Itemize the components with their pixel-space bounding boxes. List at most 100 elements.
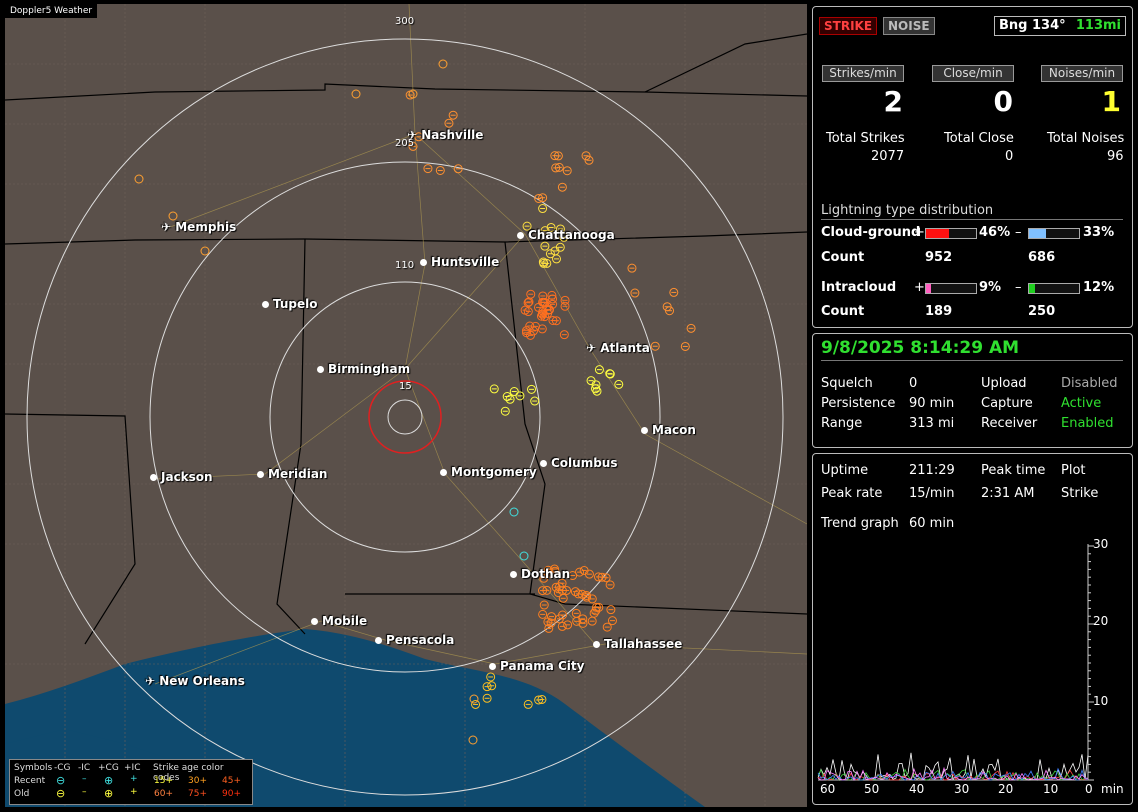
total-noises: 96 — [1107, 149, 1124, 164]
cg-pos-bar — [925, 228, 977, 239]
trend-graph-label: Trend graph — [821, 516, 899, 531]
city-pensacola: Pensacola — [375, 633, 454, 647]
legend-old-neg-cg-icon: ⊖ — [56, 787, 66, 800]
city-dot-icon — [420, 255, 431, 269]
city-name: New Orleans — [159, 674, 245, 688]
airport-icon: ✈ — [145, 674, 160, 688]
city-atlanta: ✈ Atlanta — [586, 341, 650, 355]
city-dot-icon — [440, 465, 451, 479]
close-per-min-label: Close/min — [932, 65, 1014, 82]
trend-x-tick-50: 50 — [864, 782, 880, 796]
city-dot-icon — [517, 228, 528, 242]
city-name: Atlanta — [600, 341, 650, 355]
strikes-per-min: 2 — [883, 85, 903, 118]
trend-x-tick-40: 40 — [909, 782, 925, 796]
strike-button[interactable]: STRIKE — [819, 17, 878, 35]
trend-y-tick-10: 10 — [1093, 694, 1109, 708]
distribution-divider — [821, 219, 1123, 220]
trend-panel: Uptime 211:29 Peak time Plot Peak rate 1… — [812, 453, 1133, 805]
cg-pos-count: 952 — [925, 250, 953, 265]
legend-col-pos-cg: +CG — [98, 763, 119, 773]
cg-pos-pct: 46% — [979, 225, 1011, 240]
total-close-label: Total Close — [944, 131, 1014, 146]
map-drawing — [5, 4, 807, 807]
info-panel: 9/8/2025 8:14:29 AM Squelch 0 Upload Dis… — [812, 333, 1133, 448]
city-name: Dothan — [521, 567, 571, 581]
city-dot-icon — [489, 659, 500, 673]
ic-count-label: Count — [821, 304, 865, 319]
legend-col-neg-ic: -IC — [78, 763, 91, 773]
airport-icon: ✈ — [586, 341, 601, 355]
city-name: Pensacola — [386, 633, 455, 647]
total-strikes: 2077 — [871, 149, 905, 164]
city-name: Nashville — [421, 128, 484, 142]
cg-neg-pct: 33% — [1083, 225, 1115, 240]
persistence-label: Persistence — [821, 396, 896, 411]
datetime-divider — [821, 360, 1123, 361]
ring-label-205: 205 — [395, 138, 415, 149]
city-name: Montgomery — [451, 465, 537, 479]
city-name: Memphis — [175, 220, 237, 234]
city-name: Meridian — [268, 467, 328, 481]
total-strikes-label: Total Strikes — [826, 131, 905, 146]
bearing-box: Bng 134° 113mi — [994, 16, 1126, 36]
close-per-min: 0 — [993, 85, 1013, 118]
total-noises-label: Total Noises — [1047, 131, 1125, 146]
legend-old-label: Old — [14, 789, 30, 799]
legend-symbols-label: Symbols — [14, 763, 53, 773]
plot-value[interactable]: Strike — [1061, 486, 1099, 501]
city-dot-icon — [262, 297, 273, 311]
range-value: 113mi — [1075, 18, 1121, 33]
bearing-value: Bng 134° — [999, 18, 1066, 33]
legend-age-90: 90+ — [222, 789, 241, 799]
noises-per-min: 1 — [1101, 85, 1121, 118]
city-columbus: Columbus — [540, 456, 618, 470]
city-meridian: Meridian — [257, 467, 327, 481]
distribution-title: Lightning type distribution — [821, 203, 994, 218]
city-name: Jackson — [161, 470, 213, 484]
capture-label: Capture — [981, 396, 1033, 411]
city-name: Tupelo — [273, 297, 318, 311]
city-dot-icon — [317, 362, 328, 376]
trend-graph — [817, 544, 1094, 782]
city-dot-icon — [311, 614, 322, 628]
capture-value: Active — [1061, 396, 1102, 411]
peak-time-label: Peak time — [981, 463, 1046, 478]
legend-col-pos-ic: +IC — [124, 763, 141, 773]
city-dot-icon — [375, 633, 386, 647]
city-panama-city: Panama City — [489, 659, 584, 673]
legend-old-pos-ic-icon: + — [130, 787, 138, 797]
squelch-label: Squelch — [821, 376, 873, 391]
datetime: 9/8/2025 8:14:29 AM — [821, 338, 1020, 358]
city-huntsville: Huntsville — [420, 255, 499, 269]
city-tupelo: Tupelo — [262, 297, 318, 311]
city-mobile: Mobile — [311, 614, 367, 628]
trend-x-tick-10: 10 — [1043, 782, 1059, 796]
city-new-orleans: ✈ New Orleans — [145, 674, 245, 688]
symbol-legend: Symbols -CG -IC +CG +IC Strike age color… — [9, 759, 253, 805]
city-name: Macon — [652, 423, 696, 437]
city-dot-icon — [257, 467, 268, 481]
plot-label: Plot — [1061, 463, 1086, 478]
peak-time-value: 2:31 AM — [981, 486, 1035, 501]
noise-button[interactable]: NOISE — [883, 17, 935, 35]
legend-age-75: 75+ — [188, 789, 207, 799]
city-dot-icon — [150, 470, 161, 484]
squelch-value: 0 — [909, 376, 918, 391]
peak-rate-value: 15/min — [909, 486, 955, 501]
ic-neg-count: 250 — [1028, 304, 1056, 319]
cloud-ground-label: Cloud-ground — [821, 225, 921, 240]
status-panel: STRIKE NOISE Bng 134° 113mi Strikes/min … — [812, 6, 1133, 328]
legend-age-60: 60+ — [154, 789, 173, 799]
ring-label-15: 15 — [399, 381, 412, 392]
lightning-map[interactable]: 300 205 110 15 ✈ Nashville ✈ Memphis Chatt… — [5, 4, 807, 807]
ring-label-110: 110 — [395, 260, 415, 271]
ic-plus-sign: + — [914, 280, 925, 295]
trend-y-tick-30: 30 — [1093, 537, 1109, 551]
ic-minus-sign: – — [1015, 280, 1022, 295]
legend-age-30: 30+ — [188, 776, 207, 786]
city-dot-icon — [641, 423, 652, 437]
legend-recent-pos-cg-icon: ⊕ — [104, 774, 114, 787]
city-dot-icon — [593, 637, 604, 651]
trend-x-tick-60: 60 — [820, 782, 836, 796]
